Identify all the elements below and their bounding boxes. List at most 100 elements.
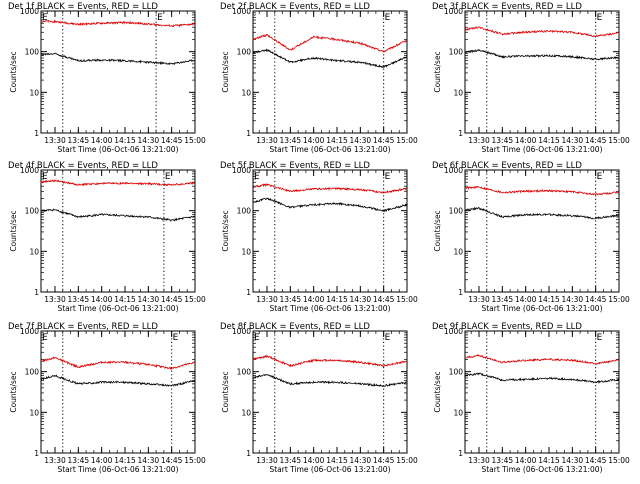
series-lld-line — [252, 183, 407, 194]
x-tick-label: 14:00 — [303, 295, 325, 304]
panel-det-6f: Det 6f BLACK = Events, RED = LLD 1 10 100 10… — [432, 161, 630, 313]
series-lld-line — [40, 179, 195, 187]
x-tick-label: 14:30 — [562, 456, 584, 465]
x-tick-label: 14:15 — [114, 136, 136, 145]
y-tick-label: 1 — [246, 129, 251, 138]
y-axis-label: Counts/sec — [9, 210, 18, 251]
series-lld-line — [40, 356, 195, 371]
x-tick-label: 13:30 — [468, 456, 490, 465]
y-tick-label: 1000 — [232, 166, 251, 175]
y-tick-label: 10 — [241, 88, 251, 97]
x-tick-label: 14:45 — [373, 295, 395, 304]
panel-title: Det 1f BLACK = Events, RED = LLD — [8, 2, 158, 12]
panel-title: Det 2f BLACK = Events, RED = LLD — [220, 2, 370, 12]
x-tick-label: 15:00 — [608, 456, 630, 465]
y-tick-label: 10 — [241, 247, 251, 256]
x-axis-label: Start Time (06-Oct-06 13:21:00) — [57, 145, 178, 154]
y-tick-label: 1 — [246, 449, 251, 458]
x-tick-label: 14:15 — [114, 456, 136, 465]
x-tick-label: 14:30 — [138, 295, 160, 304]
y-tick-label: 1 — [458, 129, 463, 138]
e-marker-label: E — [157, 13, 163, 23]
panel-det-5f: Det 5f BLACK = Events, RED = LLD 1 10 100 10… — [220, 161, 418, 313]
e-marker-label: E — [42, 333, 48, 343]
x-tick-label: 13:45 — [68, 295, 90, 304]
y-axis-label: Counts/sec — [9, 371, 18, 412]
y-tick-label: 1000 — [232, 7, 251, 16]
e-marker-label: E — [597, 172, 603, 182]
series-events-line — [40, 208, 195, 222]
y-tick-label: 10 — [29, 247, 39, 256]
x-tick-label: 14:30 — [350, 456, 372, 465]
x-tick-label: 13:45 — [280, 136, 302, 145]
series-events-line — [40, 52, 195, 65]
e-marker-label: E — [42, 172, 48, 182]
series-events-line — [252, 197, 407, 213]
y-tick-label: 10 — [453, 408, 463, 417]
plot-frame — [40, 330, 196, 454]
y-tick-label: 10 — [241, 408, 251, 417]
x-axis-label: Start Time (06-Oct-06 13:21:00) — [269, 145, 390, 154]
panel-title: Det 4f BLACK = Events, RED = LLD — [8, 161, 158, 171]
y-tick-label: 1000 — [20, 166, 39, 175]
y-tick-label: 100 — [449, 368, 464, 377]
plot-frame — [252, 169, 408, 293]
plot-frame — [464, 330, 620, 454]
y-tick-label: 1000 — [20, 7, 39, 16]
panel-det-9f: Det 9f BLACK = Events, RED = LLD 1 10 100 10… — [432, 322, 630, 474]
x-tick-label: 13:45 — [492, 456, 514, 465]
x-tick-label: 14:00 — [303, 456, 325, 465]
x-tick-label: 14:45 — [585, 295, 607, 304]
x-tick-label: 14:15 — [538, 136, 560, 145]
panel-det-7f: Det 7f BLACK = Events, RED = LLD 1 10 100 10… — [8, 322, 206, 474]
panel-title: Det 6f BLACK = Events, RED = LLD — [432, 161, 582, 171]
y-tick-label: 100 — [25, 48, 40, 57]
x-tick-label: 14:45 — [585, 456, 607, 465]
x-tick-label: 14:45 — [373, 456, 395, 465]
e-marker-label: E — [165, 172, 171, 182]
x-tick-label: 14:00 — [515, 295, 537, 304]
x-tick-label: 13:30 — [44, 136, 66, 145]
x-tick-label: 14:30 — [350, 136, 372, 145]
y-tick-label: 100 — [237, 368, 252, 377]
panel-det-8f: Det 8f BLACK = Events, RED = LLD 1 10 100 10… — [220, 322, 418, 474]
series-lld-line — [464, 185, 619, 196]
x-tick-label: 13:30 — [468, 136, 490, 145]
x-tick-label: 14:45 — [161, 456, 183, 465]
x-tick-label: 14:45 — [585, 136, 607, 145]
x-axis-label: Start Time (06-Oct-06 13:21:00) — [269, 465, 390, 474]
y-tick-label: 100 — [25, 207, 40, 216]
x-tick-label: 15:00 — [396, 136, 418, 145]
y-axis-label: Counts/sec — [221, 210, 230, 251]
y-tick-label: 100 — [237, 207, 252, 216]
y-tick-label: 1000 — [444, 327, 463, 336]
x-tick-label: 14:30 — [562, 136, 584, 145]
plot-frame — [40, 169, 196, 293]
y-tick-label: 1000 — [444, 166, 463, 175]
x-tick-label: 13:45 — [492, 295, 514, 304]
x-tick-label: 14:30 — [350, 295, 372, 304]
y-tick-label: 1 — [458, 449, 463, 458]
panel-title: Det 8f BLACK = Events, RED = LLD — [220, 322, 370, 332]
y-axis-label: Counts/sec — [433, 51, 442, 92]
panel-title: Det 3f BLACK = Events, RED = LLD — [432, 2, 582, 12]
plot-frame — [252, 330, 408, 454]
y-axis-label: Counts/sec — [433, 371, 442, 412]
series-events-line — [464, 372, 619, 385]
e-marker-label: E — [254, 172, 260, 182]
x-tick-label: 13:45 — [492, 136, 514, 145]
y-tick-label: 1000 — [232, 327, 251, 336]
y-tick-label: 1 — [34, 288, 39, 297]
series-events-line — [464, 49, 619, 61]
x-tick-label: 14:45 — [373, 136, 395, 145]
x-tick-label: 14:15 — [538, 295, 560, 304]
x-tick-label: 15:00 — [608, 136, 630, 145]
panel-title: Det 9f BLACK = Events, RED = LLD — [432, 322, 582, 332]
y-tick-label: 10 — [29, 88, 39, 97]
y-tick-label: 10 — [453, 88, 463, 97]
x-tick-label: 14:00 — [91, 295, 113, 304]
x-tick-label: 15:00 — [184, 295, 206, 304]
x-tick-label: 14:30 — [562, 295, 584, 304]
x-axis-label: Start Time (06-Oct-06 13:21:00) — [57, 465, 178, 474]
